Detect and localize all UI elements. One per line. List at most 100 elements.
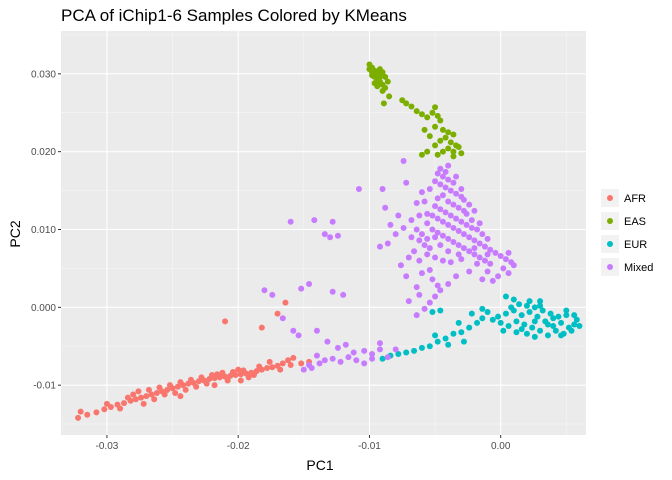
data-point <box>132 396 139 403</box>
data-point <box>442 184 449 191</box>
data-point <box>148 391 155 398</box>
data-point <box>369 351 376 358</box>
data-point <box>450 131 457 138</box>
data-point <box>573 316 580 323</box>
series-afr <box>75 299 313 421</box>
data-point <box>413 200 420 207</box>
data-point <box>405 254 412 261</box>
data-point <box>434 338 441 345</box>
data-point <box>516 301 523 308</box>
data-point <box>287 218 294 225</box>
data-point <box>245 374 252 381</box>
x-axis-ticks: -0.03 -0.02 -0.01 0.00 <box>96 435 511 452</box>
data-point <box>476 240 483 247</box>
data-point <box>151 396 158 403</box>
data-point <box>421 305 428 312</box>
data-point <box>429 226 436 233</box>
data-point <box>203 380 210 387</box>
data-point <box>453 173 460 180</box>
data-point <box>224 377 231 384</box>
x-axis-title: PC1 <box>306 457 333 473</box>
data-point <box>405 298 412 305</box>
data-point <box>376 340 383 347</box>
data-point <box>495 313 502 320</box>
data-point <box>429 109 436 116</box>
data-point <box>376 346 383 353</box>
data-point <box>306 280 313 287</box>
data-point <box>544 321 551 328</box>
data-point <box>531 318 538 325</box>
data-point <box>445 129 452 136</box>
data-point <box>311 217 318 224</box>
data-point <box>177 379 184 386</box>
data-point <box>418 270 425 277</box>
major-gridlines <box>61 31 586 435</box>
data-point <box>513 329 520 336</box>
data-point <box>534 313 541 320</box>
data-point <box>340 291 347 298</box>
data-point <box>474 260 481 267</box>
data-point <box>145 386 152 393</box>
legend-label: EUR <box>624 239 647 251</box>
data-point <box>135 388 142 395</box>
data-point <box>453 215 460 222</box>
data-point <box>455 143 462 150</box>
data-point <box>138 394 145 401</box>
data-point <box>447 139 454 146</box>
data-point <box>182 386 189 393</box>
data-point <box>439 126 446 133</box>
data-point <box>143 393 150 400</box>
data-point <box>279 360 286 367</box>
data-point <box>487 260 494 267</box>
x-tick-label: 0.00 <box>491 441 511 452</box>
data-point <box>571 321 578 328</box>
data-point <box>295 332 302 339</box>
data-point <box>481 243 488 250</box>
data-point <box>455 319 462 326</box>
legend-label: Mixed <box>624 262 653 274</box>
data-point <box>437 242 444 249</box>
data-point <box>382 84 389 91</box>
data-point <box>437 287 444 294</box>
data-point <box>510 296 517 303</box>
data-point <box>531 333 538 340</box>
data-point <box>156 384 163 391</box>
data-point <box>350 349 357 356</box>
data-point <box>518 326 525 333</box>
data-point <box>264 365 271 372</box>
data-point <box>460 338 467 345</box>
data-point <box>324 338 331 345</box>
data-point <box>523 302 530 309</box>
data-point <box>455 251 462 258</box>
data-point <box>547 310 554 317</box>
data-point <box>432 293 439 300</box>
data-point <box>439 173 446 180</box>
data-point <box>300 366 307 373</box>
data-point <box>426 343 433 350</box>
data-point <box>537 327 544 334</box>
data-point <box>214 371 221 378</box>
data-point <box>445 198 452 205</box>
data-point <box>287 361 294 368</box>
data-points <box>75 61 583 421</box>
data-point <box>345 354 352 361</box>
data-point <box>463 221 470 228</box>
data-point <box>450 179 457 186</box>
data-point <box>484 268 491 275</box>
data-point <box>382 73 389 80</box>
data-point <box>563 312 570 319</box>
data-point <box>290 354 297 361</box>
data-point <box>313 327 320 334</box>
data-point <box>471 207 478 214</box>
data-point <box>379 69 386 76</box>
data-point <box>460 231 467 238</box>
data-point <box>552 327 559 334</box>
x-tick-label: -0.03 <box>96 441 119 452</box>
x-tick-label: -0.01 <box>358 441 381 452</box>
data-point <box>502 256 509 263</box>
series-eas <box>366 61 465 160</box>
legend-item-eas: EAS <box>601 212 646 230</box>
data-point <box>563 307 570 314</box>
data-point <box>432 203 439 210</box>
